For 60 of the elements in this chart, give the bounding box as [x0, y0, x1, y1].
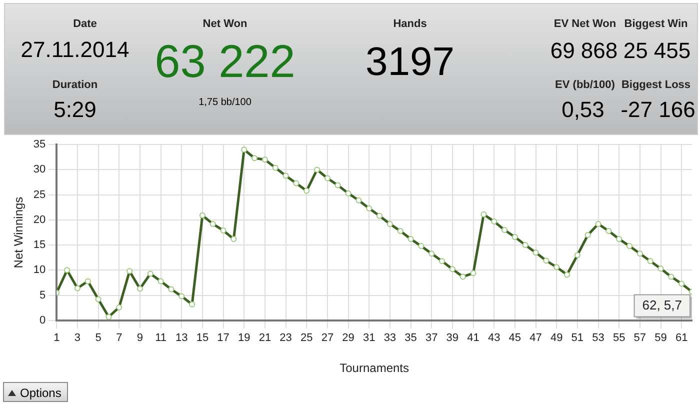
x-tick-label: 41	[467, 332, 480, 344]
text: Biggest Win	[624, 18, 688, 30]
text: 3197	[366, 40, 454, 85]
text: -27 166	[620, 97, 696, 123]
text: Options	[20, 386, 62, 400]
y-tick-label: 25	[33, 188, 46, 201]
text: 25 455	[623, 38, 691, 64]
x-tick-label: 23	[280, 332, 292, 344]
x-tick-label: 53	[592, 332, 604, 344]
x-tick-label: 19	[238, 332, 250, 344]
text: 27.11.2014	[20, 37, 130, 63]
text: 0,53	[562, 97, 604, 123]
x-tick-label: 43	[488, 332, 500, 344]
x-tick-label: 17	[217, 332, 230, 344]
text: Hands	[393, 18, 427, 30]
x-axis-title: Tournaments	[340, 361, 410, 376]
x-tick-label: 7	[116, 332, 122, 344]
x-tick-label: 13	[176, 332, 188, 344]
x-tick-label: 45	[508, 332, 522, 344]
x-tick-label: 1	[54, 332, 60, 344]
text: Duration	[52, 79, 98, 91]
annotation: 62, 5,7	[642, 297, 682, 312]
text: Date	[73, 18, 97, 30]
x-tick-label: 57	[634, 332, 646, 344]
x-tick-label: 5	[95, 332, 102, 344]
x-tick-label: 15	[196, 332, 209, 344]
x-tick-label: 33	[384, 332, 396, 344]
y-tick-label: 0	[40, 314, 46, 326]
x-tick-label: 11	[155, 332, 167, 344]
x-tick-label: 37	[425, 332, 438, 344]
text: EV (bb/100)	[555, 79, 615, 91]
x-tick-label: 39	[446, 332, 459, 344]
y-tick-label: 20	[33, 214, 46, 226]
x-tick-label: 9	[136, 332, 144, 344]
text: EV Net Won	[554, 18, 616, 30]
x-tick-label: 35	[404, 332, 417, 344]
x-tick-label: 27	[321, 332, 334, 344]
x-tick-label: 55	[612, 332, 626, 344]
x-tick-label: 51	[571, 332, 584, 344]
text: 69 868	[550, 38, 618, 64]
text: 1,75 bb/100	[198, 97, 252, 108]
text: Biggest Loss	[621, 79, 691, 91]
x-tick-label: 3	[74, 332, 81, 344]
y-tick-label: 10	[33, 264, 46, 276]
x-tick-label: 47	[530, 332, 542, 344]
y-axis-title: Net Winnings	[12, 196, 26, 268]
x-tick-label: 31	[362, 332, 376, 344]
x-tick-label: 29	[342, 332, 354, 344]
x-tick-label: 21	[258, 332, 272, 344]
x-tick-label: 25	[300, 332, 313, 344]
y-tick-label: 5	[40, 289, 46, 302]
x-tick-label: 61	[675, 332, 688, 344]
y-tick-label: 30	[33, 164, 46, 176]
text: 63 222	[154, 34, 296, 88]
y-tick-label: 35	[33, 138, 46, 151]
x-tick-label: 49	[550, 332, 563, 344]
y-tick-label: 15	[33, 239, 46, 252]
text: Net Won	[202, 18, 248, 30]
x-tick-label: 59	[654, 332, 667, 344]
text: 5:29	[54, 97, 96, 123]
